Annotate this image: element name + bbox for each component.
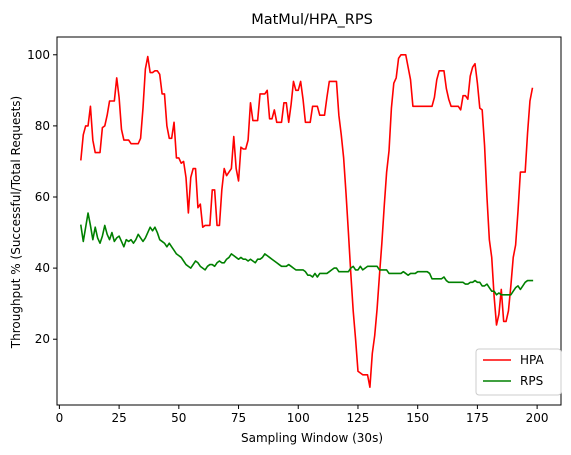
legend-label-hpa: HPA (520, 353, 544, 367)
legend-frame (475, 348, 562, 396)
y-tick-label: 20 (35, 332, 50, 346)
x-tick-label: 75 (231, 411, 246, 425)
x-tick-label: 50 (171, 411, 186, 425)
series-line-hpa (80, 53, 534, 389)
series-line-rps (79, 212, 534, 296)
y-tick-label: 60 (35, 190, 50, 204)
y-tick-label: 80 (35, 119, 50, 133)
x-tick-label: 25 (111, 411, 126, 425)
x-tick-label: 150 (406, 411, 429, 425)
x-tick-label: 0 (56, 411, 64, 425)
legend-label-rps: RPS (520, 374, 543, 388)
x-tick-label: 200 (526, 411, 549, 425)
x-tick-label: 175 (466, 411, 489, 425)
legend: HPA RPS (475, 348, 562, 396)
plot-area: 0 25 50 75 100 125 150 175 200 20 40 60 80 100 (27, 36, 562, 425)
x-axis-title: Sampling Window (30s) (241, 431, 383, 445)
x-tick-label: 100 (287, 411, 310, 425)
y-tick-label: 100 (27, 48, 50, 62)
x-tick-label: 125 (347, 411, 370, 425)
y-axis-title: Throughput % (Successful/Total Requests) (9, 96, 23, 349)
plot-frame (56, 36, 562, 406)
chart-title: MatMul/HPA_RPS (251, 12, 373, 28)
y-tick-label: 40 (35, 261, 50, 275)
